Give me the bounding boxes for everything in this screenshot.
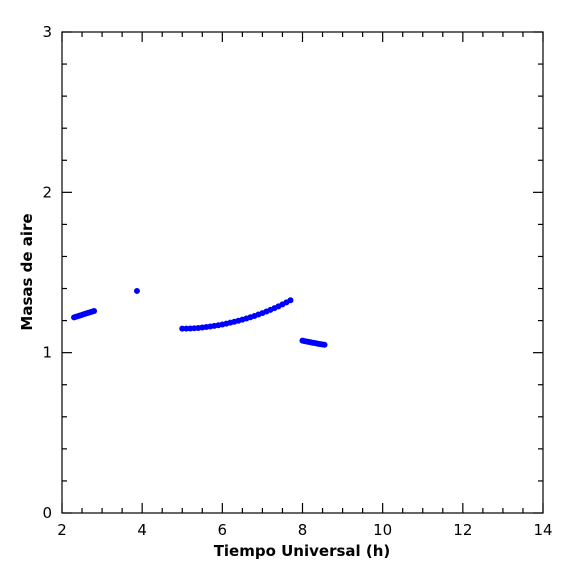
x-tick-label: 12 <box>453 521 472 539</box>
y-tick-label: 2 <box>42 183 52 201</box>
x-axis-label: Tiempo Universal (h) <box>214 542 391 560</box>
x-tick-label: 2 <box>57 521 67 539</box>
x-tick-label: 10 <box>373 521 392 539</box>
data-point <box>287 297 294 304</box>
x-tick-label: 4 <box>137 521 147 539</box>
data-point <box>91 307 98 314</box>
x-axis-tick-labels: 2 4 6 8 10 12 14 <box>57 521 552 539</box>
y-axis-tick-labels: 0 1 2 3 <box>42 23 52 522</box>
y-tick-label: 0 <box>42 504 52 522</box>
x-tick-label: 8 <box>298 521 308 539</box>
data-points <box>71 287 328 348</box>
x-tick-label: 6 <box>218 521 228 539</box>
y-tick-label: 3 <box>42 23 52 41</box>
y-tick-label: 1 <box>42 344 52 362</box>
data-point <box>133 287 140 294</box>
data-point <box>321 341 328 348</box>
plot-frame <box>61 31 544 514</box>
x-axis-ticks <box>61 32 544 513</box>
x-tick-label: 14 <box>533 521 552 539</box>
y-axis-ticks <box>62 31 543 514</box>
y-axis-label: Masas de aire <box>18 213 36 330</box>
